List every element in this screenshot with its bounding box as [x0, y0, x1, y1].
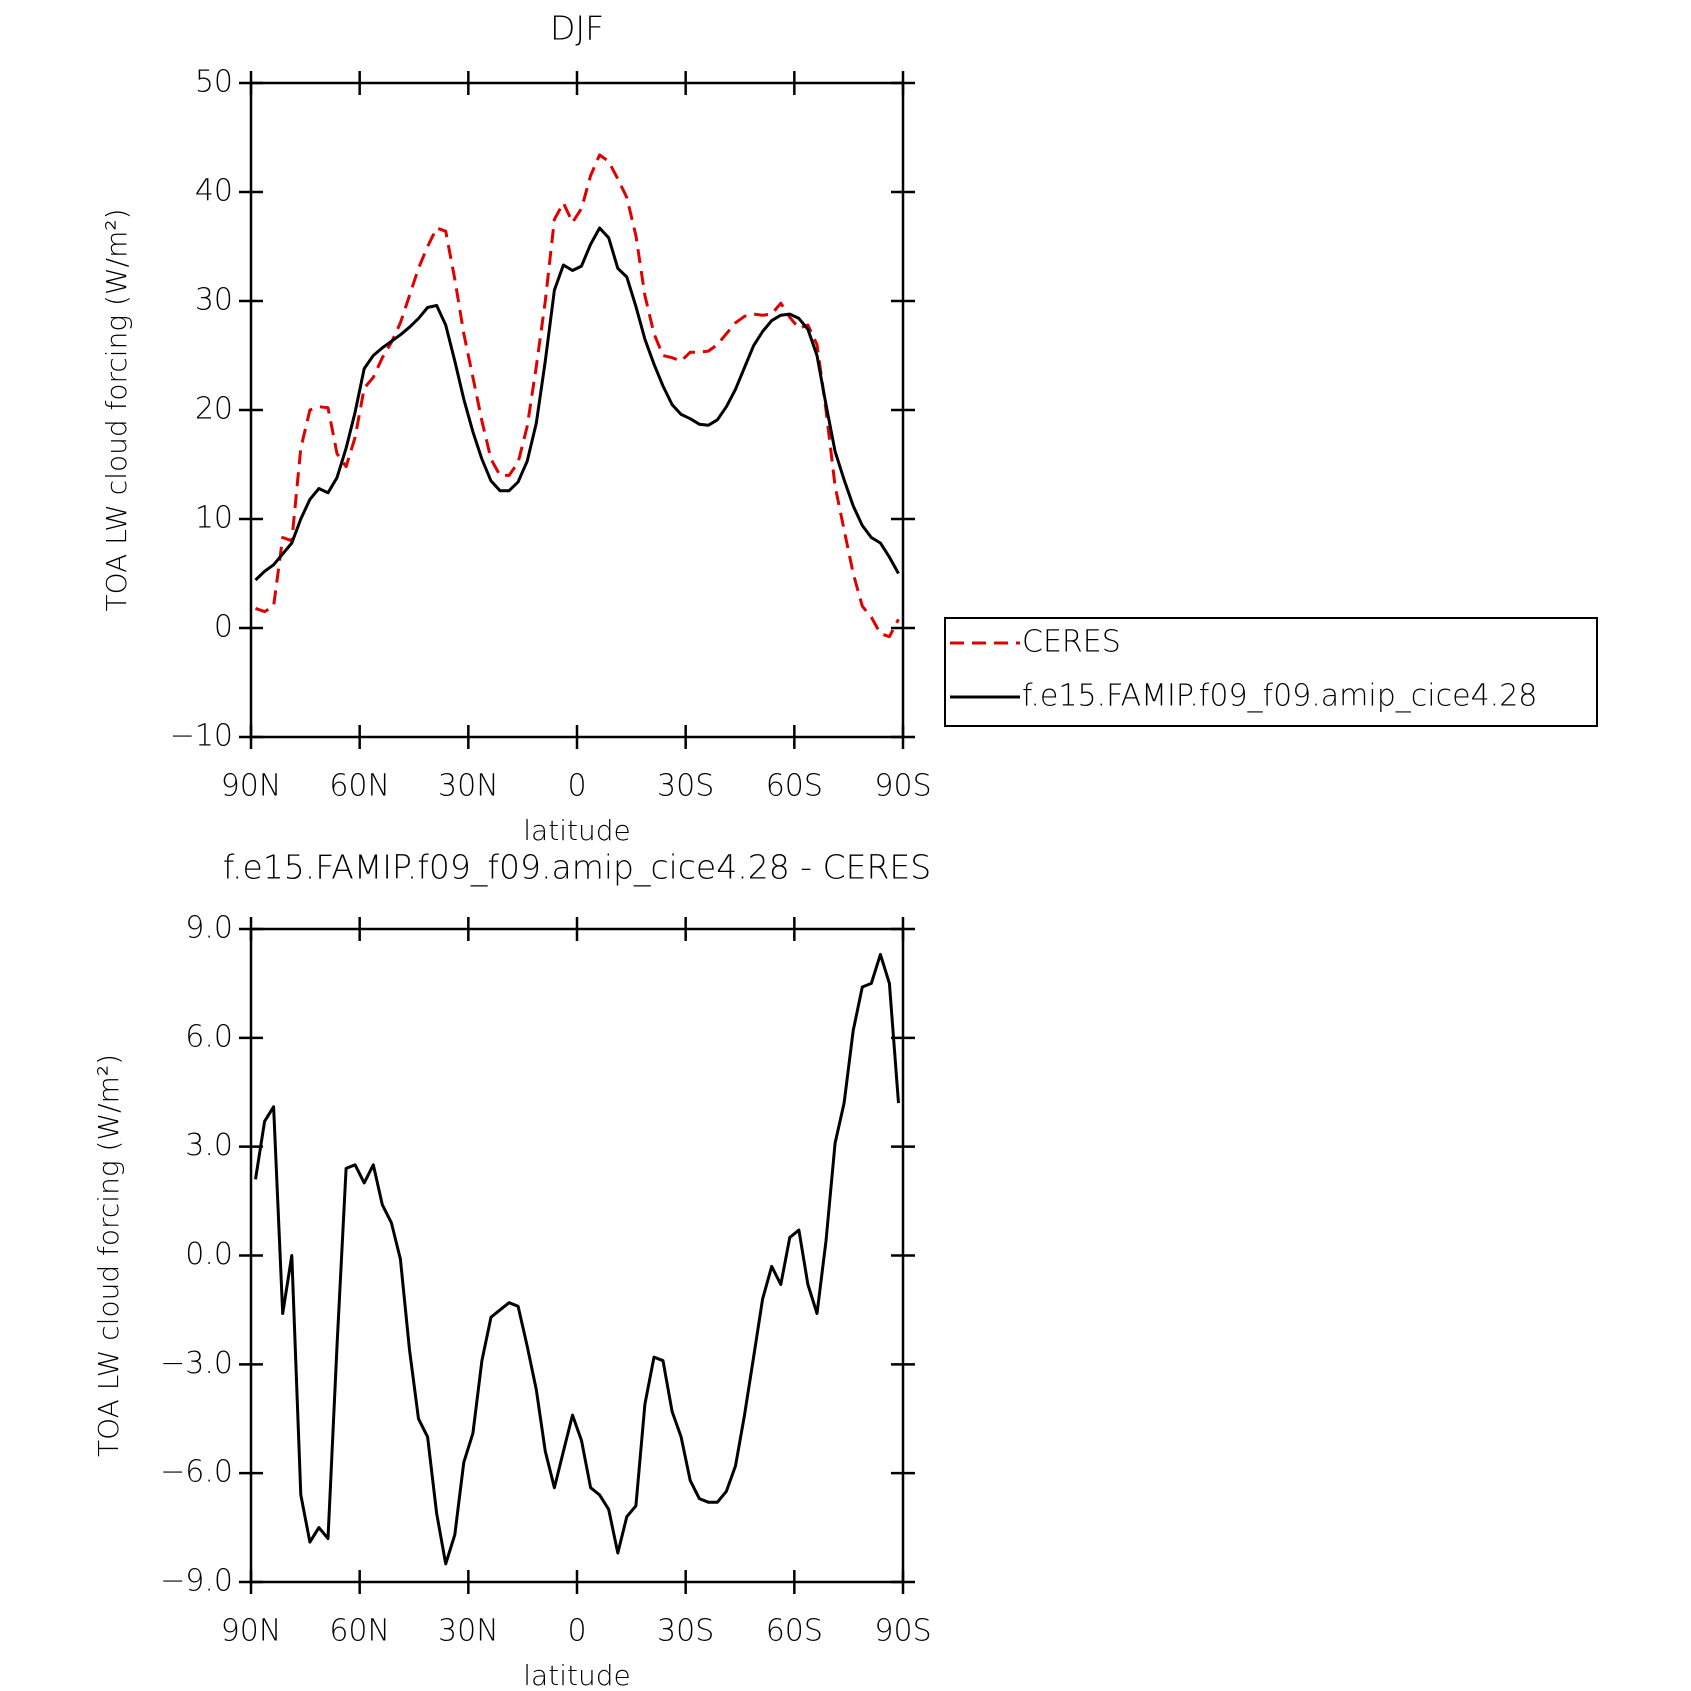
x-axis-label: latitude: [523, 814, 630, 847]
y-tick-label: 30: [195, 283, 233, 318]
plot-frame: [249, 927, 905, 1584]
y-tick-label: 6.0: [185, 1019, 233, 1054]
x-tick-label: 60S: [766, 769, 823, 804]
y-tick-label: 40: [195, 174, 233, 209]
data-line: [254, 226, 900, 582]
x-tick-label: 0: [567, 769, 586, 804]
y-tick-label: −3.0: [160, 1346, 233, 1381]
y-tick-label: 0: [214, 610, 233, 645]
x-axis-label: latitude: [523, 1659, 630, 1691]
chart-title: f.e15.FAMIP.f09_f09.amip_cice4.28 - CERE…: [223, 848, 931, 888]
chart-title: DJF: [550, 9, 604, 48]
y-tick-label: 10: [195, 501, 233, 536]
y-tick-label: −6.0: [160, 1455, 233, 1490]
x-tick-label: 30S: [657, 769, 714, 804]
y-tick-label: 9.0: [185, 911, 233, 946]
x-tick-label: 0: [567, 1614, 586, 1649]
y-axis-label: TOA LW cloud forcing (W/m²): [92, 1054, 125, 1457]
legend-label: f.e15.FAMIP.f09_f09.amip_cice4.28: [1022, 679, 1537, 714]
x-tick-label: 90S: [874, 769, 931, 804]
plot-frame: [249, 81, 905, 739]
x-tick-label: 30N: [438, 1614, 499, 1649]
x-tick-label: 30S: [657, 1614, 714, 1649]
x-tick-label: 90S: [874, 1614, 931, 1649]
x-tick-label: 90N: [221, 1614, 282, 1649]
y-tick-label: 20: [195, 392, 233, 427]
y-axis-label: TOA LW cloud forcing (W/m²): [100, 208, 133, 611]
data-line: [254, 952, 900, 1566]
legend-box: [944, 617, 1598, 727]
x-tick-label: 60N: [329, 769, 390, 804]
data-line: [255, 153, 900, 639]
y-tick-label: −10: [170, 719, 233, 754]
x-tick-label: 90N: [221, 769, 282, 804]
legend-label: CERES: [1022, 625, 1121, 660]
x-tick-label: 60S: [766, 1614, 823, 1649]
x-tick-label: 60N: [329, 1614, 390, 1649]
y-tick-label: −9.0: [160, 1564, 233, 1599]
y-tick-label: 50: [195, 65, 233, 100]
x-tick-label: 30N: [438, 769, 499, 804]
y-tick-label: 0.0: [185, 1237, 233, 1272]
y-tick-label: 3.0: [185, 1128, 233, 1163]
